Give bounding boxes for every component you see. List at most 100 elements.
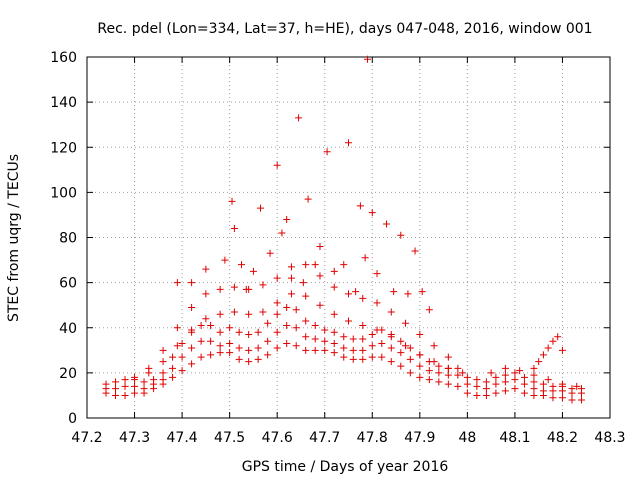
x-axis-label: GPS time / Days of year 2016 <box>242 459 449 475</box>
data-point <box>323 148 331 156</box>
data-point <box>249 267 257 275</box>
data-point <box>316 301 324 309</box>
data-point <box>340 333 348 341</box>
data-point <box>444 364 452 372</box>
data-point <box>169 373 177 381</box>
data-point <box>321 326 329 334</box>
data-point <box>216 285 224 293</box>
data-point <box>558 346 566 354</box>
data-point <box>273 274 281 282</box>
data-point <box>577 396 585 404</box>
data-point <box>402 319 410 327</box>
x-tick-label: 47.2 <box>71 430 102 446</box>
chart-title: Rec. pdel (Lon=334, Lat=37, h=HE), days … <box>97 21 592 37</box>
data-point <box>273 310 281 318</box>
data-point <box>501 371 509 379</box>
data-point <box>378 340 386 348</box>
data-point <box>378 353 386 361</box>
data-point <box>530 371 538 379</box>
data-point <box>345 139 352 147</box>
data-point <box>397 349 405 357</box>
data-point <box>321 337 329 345</box>
data-point <box>245 310 253 318</box>
data-point <box>340 261 348 269</box>
data-point <box>145 364 153 372</box>
data-point <box>430 342 438 350</box>
data-point <box>292 324 300 332</box>
data-point <box>568 385 576 393</box>
data-point <box>121 382 129 390</box>
data-point <box>235 328 243 336</box>
data-point <box>530 378 538 386</box>
data-point <box>316 243 324 251</box>
x-tick-label: 47.7 <box>309 430 340 446</box>
data-point <box>330 310 338 318</box>
data-point <box>178 367 186 375</box>
data-point <box>444 380 452 388</box>
x-tick-label: 48.2 <box>547 430 578 446</box>
x-tick-label: 47.4 <box>167 430 198 446</box>
data-point <box>283 321 291 329</box>
data-point <box>302 292 310 300</box>
data-point <box>463 389 471 397</box>
data-point <box>287 274 295 282</box>
data-point <box>368 209 376 217</box>
data-point <box>188 303 196 311</box>
data-point <box>230 308 238 316</box>
data-point <box>216 349 224 357</box>
data-point <box>416 331 424 339</box>
data-point <box>197 321 205 329</box>
data-point <box>544 376 552 384</box>
data-point <box>121 391 129 399</box>
data-point <box>197 353 205 361</box>
x-tick-label: 47.5 <box>214 430 245 446</box>
data-point <box>568 396 576 404</box>
data-point <box>330 328 338 336</box>
data-point <box>159 369 167 377</box>
data-point <box>349 335 357 343</box>
data-point <box>404 290 412 298</box>
data-point <box>359 294 367 302</box>
data-point <box>435 362 443 370</box>
data-point <box>197 337 205 345</box>
data-point <box>516 367 524 375</box>
data-point <box>254 328 262 336</box>
data-point <box>558 380 566 388</box>
data-point <box>287 263 295 271</box>
data-point <box>238 261 246 269</box>
data-point <box>242 285 250 293</box>
data-point <box>202 265 210 273</box>
data-point <box>340 353 348 361</box>
data-point <box>577 385 585 393</box>
data-point <box>230 283 238 291</box>
grid <box>87 57 610 418</box>
data-point <box>340 344 348 352</box>
data-point <box>492 380 500 388</box>
data-point <box>359 355 367 363</box>
data-point <box>411 247 419 255</box>
data-point <box>356 202 364 210</box>
data-point <box>530 391 538 399</box>
data-point <box>539 387 547 395</box>
data-point <box>368 353 376 361</box>
data-point <box>273 299 281 307</box>
x-tick-label: 48.1 <box>499 430 530 446</box>
data-point <box>221 256 229 264</box>
data-point <box>245 346 253 354</box>
data-point <box>487 369 495 377</box>
data-point <box>430 358 438 366</box>
x-axis: 47.2 47.3 47.4 47.5 47.6 47.7 47.8 47.9 48 48.1 48… <box>71 57 626 446</box>
data-point <box>511 385 519 393</box>
x-tick-label: 48 <box>458 430 476 446</box>
data-point <box>387 358 395 366</box>
data-point <box>345 317 352 325</box>
data-point <box>245 331 253 339</box>
data-point <box>463 380 471 388</box>
data-point <box>539 351 547 359</box>
data-point <box>330 340 338 348</box>
data-point <box>228 197 236 205</box>
data-point <box>387 308 395 316</box>
data-point <box>539 380 547 388</box>
data-point <box>554 333 562 341</box>
data-point <box>112 391 120 399</box>
